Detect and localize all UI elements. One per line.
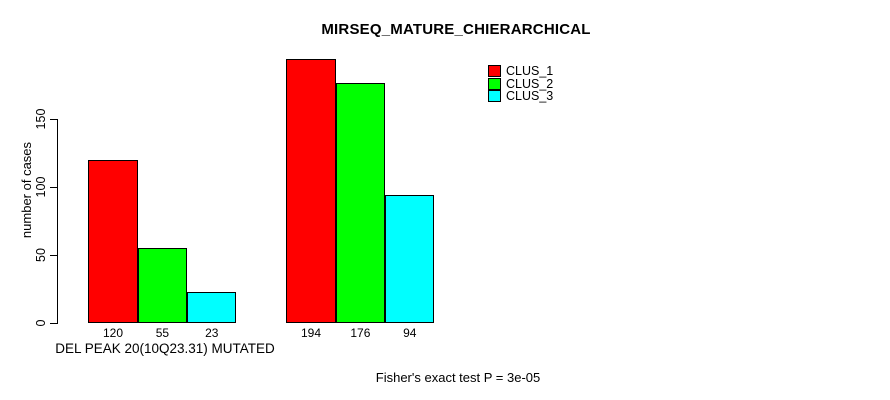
bar-value-label-clus_3-group2: 94 — [403, 326, 417, 340]
bar-value-label-clus_3-group1: 23 — [205, 326, 219, 340]
y-tick-label-100: 100 — [34, 176, 48, 198]
legend-row-clus_1: CLUS_1 — [488, 65, 553, 78]
bar-clus_1-group2 — [286, 58, 336, 323]
y-axis-line — [57, 118, 58, 324]
bar-clus_2-group2 — [335, 83, 386, 323]
bar-value-label-clus_2-group2: 176 — [350, 326, 371, 340]
bar-value-label-clus_1-group2: 194 — [300, 326, 322, 340]
y-tick-mark-100 — [50, 186, 57, 188]
chart-title: MIRSEQ_MATURE_CHIERARCHICAL — [321, 21, 591, 38]
bar-clus_3-group1 — [187, 291, 237, 323]
bar-value-label-clus_2-group1: 55 — [155, 326, 170, 340]
y-tick-label-0: 0 — [34, 319, 48, 327]
y-tick-label-150: 150 — [34, 108, 48, 130]
legend-swatch-icon — [488, 77, 501, 90]
y-tick-label-50: 50 — [34, 247, 48, 262]
y-tick-mark-50 — [50, 254, 57, 256]
y-tick-mark-0 — [50, 323, 57, 324]
legend-swatch-icon — [488, 90, 501, 103]
annotation-text: Fisher's exact test P = 3e-05 — [375, 370, 541, 385]
bar-clus_1-group1 — [88, 159, 138, 323]
y-tick-mark-150 — [50, 118, 57, 120]
legend-label: CLUS_3 — [506, 89, 554, 104]
legend-row-clus_3: CLUS_3 — [488, 90, 553, 103]
bar-clus_2-group1 — [137, 248, 188, 323]
y-axis-label: number of cases — [19, 141, 34, 239]
legend: CLUS_1 CLUS_2 CLUS_3 — [488, 65, 553, 103]
legend-label: CLUS_2 — [506, 76, 554, 91]
legend-swatch-icon — [488, 65, 501, 78]
legend-label: CLUS_1 — [506, 64, 554, 78]
x-axis-group-label: DEL PEAK 20(10Q23.31) MUTATED — [55, 341, 275, 356]
legend-row-clus_2: CLUS_2 — [488, 76, 554, 91]
bar-value-label-clus_1-group1: 120 — [102, 326, 124, 340]
bar-clus_3-group2 — [385, 194, 435, 323]
